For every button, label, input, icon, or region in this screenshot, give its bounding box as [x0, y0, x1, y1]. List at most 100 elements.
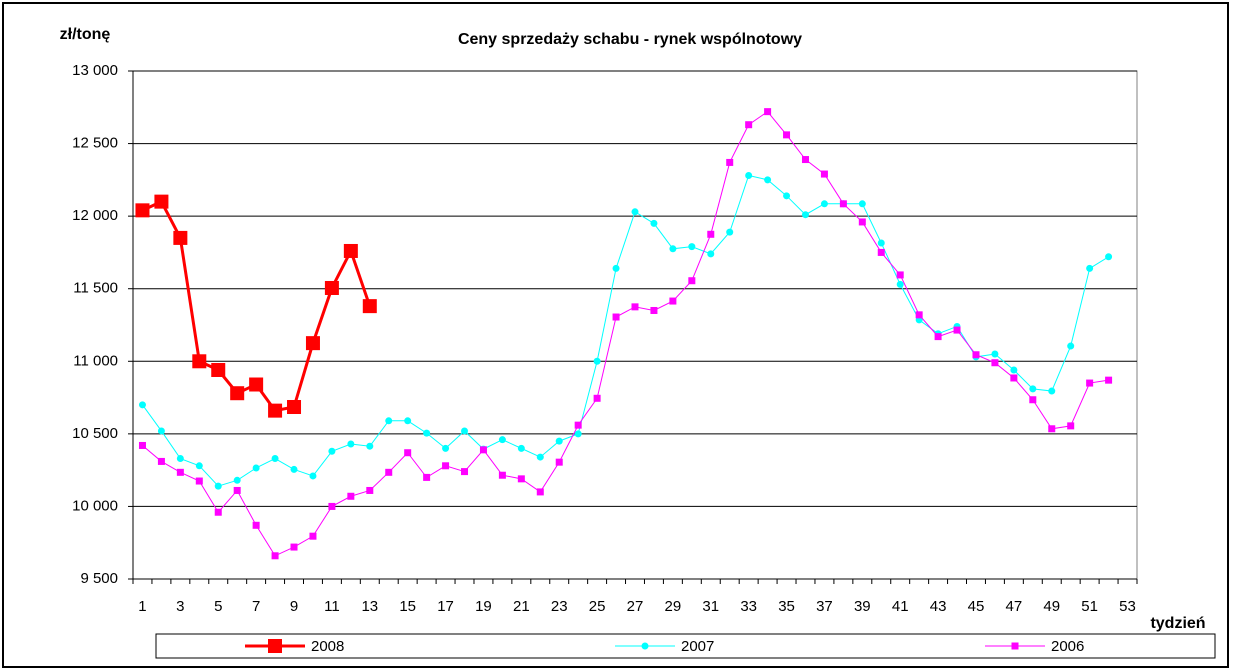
data-point	[877, 248, 885, 256]
data-point	[154, 194, 169, 209]
data-point	[385, 417, 393, 425]
data-point	[555, 458, 563, 466]
data-point	[972, 351, 980, 359]
data-point	[233, 476, 241, 484]
data-point	[1086, 264, 1094, 272]
data-point	[362, 299, 377, 314]
data-point	[1010, 366, 1018, 374]
x-tick-label: 7	[252, 598, 260, 615]
data-point	[461, 427, 469, 435]
data-point	[783, 192, 791, 200]
data-point	[631, 303, 639, 311]
data-point	[271, 455, 279, 463]
data-point	[287, 400, 302, 415]
y-tick-label: 9 500	[80, 570, 118, 587]
x-tick-label: 33	[740, 598, 757, 615]
x-tick-label: 39	[854, 598, 871, 615]
data-point	[1029, 385, 1037, 393]
data-point	[138, 401, 146, 409]
data-point	[176, 468, 184, 476]
y-tick-label: 10 500	[72, 425, 118, 442]
legend-label: 2008	[311, 638, 344, 655]
x-tick-label: 1	[138, 598, 146, 615]
data-point	[366, 442, 374, 450]
data-point	[366, 486, 374, 494]
data-point	[328, 502, 336, 510]
data-point	[669, 297, 677, 305]
data-point	[801, 156, 809, 164]
data-point	[896, 280, 904, 288]
data-point	[385, 468, 393, 476]
data-point	[423, 473, 431, 481]
x-tick-label: 35	[778, 598, 795, 615]
data-point	[404, 449, 412, 457]
data-point	[1067, 342, 1075, 350]
data-point	[574, 430, 582, 438]
data-point	[442, 444, 450, 452]
data-point	[305, 336, 320, 351]
data-point	[1048, 387, 1056, 395]
data-point	[915, 311, 923, 319]
data-point	[1067, 422, 1075, 430]
data-point	[290, 543, 298, 551]
x-tick-label: 19	[475, 598, 492, 615]
data-point	[555, 437, 563, 445]
data-point	[138, 441, 146, 449]
data-point	[745, 121, 753, 129]
data-point	[135, 203, 150, 218]
x-tick-label: 29	[665, 598, 682, 615]
data-point	[764, 108, 772, 116]
data-point	[536, 488, 544, 496]
data-point	[1010, 374, 1018, 382]
data-point	[268, 403, 283, 418]
x-tick-label: 49	[1043, 598, 1060, 615]
y-tick-label: 11 000	[73, 352, 118, 369]
x-tick-label: 15	[399, 598, 416, 615]
data-point	[612, 264, 620, 272]
data-point	[309, 472, 317, 480]
y-tick-label: 13 000	[72, 62, 118, 79]
y-tick-label: 11 500	[73, 280, 118, 297]
data-point	[726, 228, 734, 236]
data-point	[404, 417, 412, 425]
data-point	[290, 465, 298, 473]
y-tick-label: 12 000	[72, 207, 118, 224]
x-tick-label: 17	[437, 598, 454, 615]
data-point	[214, 482, 222, 490]
data-point	[688, 277, 696, 285]
data-point	[211, 362, 226, 377]
x-tick-label: 37	[816, 598, 833, 615]
data-point	[896, 271, 904, 279]
data-point	[157, 427, 165, 435]
data-point	[593, 394, 601, 402]
data-point	[783, 131, 791, 139]
x-tick-label: 51	[1081, 598, 1098, 615]
data-point	[214, 508, 222, 516]
data-point	[934, 333, 942, 341]
data-point	[195, 462, 203, 470]
data-point	[479, 446, 487, 454]
data-point	[1105, 253, 1113, 261]
x-tick-label: 5	[214, 598, 222, 615]
data-point	[517, 475, 525, 483]
data-point	[991, 350, 999, 358]
data-point	[423, 429, 431, 437]
series-line	[142, 110, 1109, 557]
data-point	[192, 354, 207, 369]
y-tick-label: 12 500	[72, 135, 118, 152]
data-point	[574, 421, 582, 429]
x-tick-label: 25	[589, 598, 606, 615]
data-point	[953, 326, 961, 334]
data-point	[877, 239, 885, 247]
x-tick-label: 27	[627, 598, 644, 615]
data-point	[442, 462, 450, 470]
data-point	[650, 219, 658, 227]
data-point	[991, 359, 999, 367]
data-point	[1048, 425, 1056, 433]
data-point	[820, 170, 828, 178]
data-point	[593, 357, 601, 365]
x-tick-label: 31	[702, 598, 719, 615]
data-point	[309, 532, 317, 540]
legend-marker	[268, 639, 282, 653]
